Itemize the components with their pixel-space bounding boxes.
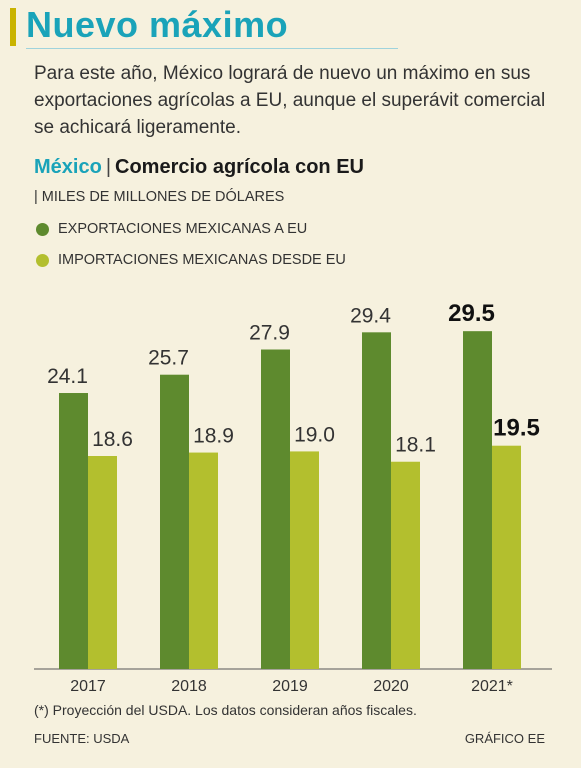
footnote: (*) Proyección del USDA. Los datos consi… (34, 702, 417, 718)
data-label-exports-2018: 25.7 (148, 347, 189, 370)
x-tick-label-2018: 2018 (171, 678, 207, 695)
data-label-imports-2021: 19.5 (493, 415, 540, 442)
x-tick-label-2017: 2017 (70, 678, 106, 695)
bar-exports-2018 (160, 374, 189, 669)
data-label-exports-2020: 29.4 (350, 304, 391, 327)
legend-swatch-exports (36, 222, 49, 236)
data-label-exports-2021: 29.5 (448, 300, 495, 327)
data-label-imports-2020: 18.1 (395, 434, 436, 457)
bar-exports-2019 (261, 349, 290, 669)
chart-heading-separator: | (105, 156, 112, 178)
page-title: Nuevo máximo (26, 4, 289, 45)
data-label-exports-2017: 24.1 (47, 365, 88, 388)
bar-exports-2020 (362, 332, 391, 669)
graphic-credit: GRÁFICO EE (464, 731, 545, 746)
legend-item-exports: EXPORTACIONES MEXICANAS A EU (36, 221, 307, 237)
x-tick-label-2019: 2019 (272, 678, 308, 695)
bar-imports-2021 (492, 445, 521, 669)
bar-imports-2019 (290, 451, 319, 669)
x-tick-label-2020: 2020 (373, 678, 409, 695)
title-rule (26, 48, 398, 49)
legend-item-imports: IMPORTACIONES MEXICANAS DESDE EU (36, 252, 346, 268)
data-label-exports-2019: 27.9 (249, 322, 290, 345)
chart-heading: México | Comercio agrícola con EU (34, 156, 364, 179)
chart-units: | MILES DE MILLONES DE DÓLARES (34, 189, 285, 205)
bar-imports-2017 (88, 456, 117, 669)
legend-swatch-imports (36, 253, 49, 267)
bar-exports-2021 (463, 331, 492, 669)
data-label-imports-2018: 18.9 (193, 425, 234, 448)
intro-text: Para este año, México logrará de nuevo u… (34, 63, 546, 138)
data-label-imports-2019: 19.0 (294, 423, 335, 446)
chart-title: Comercio agrícola con EU (115, 156, 364, 178)
legend-label-exports: EXPORTACIONES MEXICANAS A EU (58, 221, 308, 237)
legend-label-imports: IMPORTACIONES MEXICANAS DESDE EU (58, 252, 346, 268)
bar-imports-2018 (189, 452, 218, 669)
data-label-imports-2017: 18.6 (92, 428, 133, 451)
source-note: FUENTE: USDA (34, 731, 130, 746)
bar-exports-2017 (59, 393, 88, 669)
bar-imports-2020 (391, 461, 420, 669)
title-accent-bar (10, 8, 16, 46)
chart-country: México (34, 156, 102, 178)
x-tick-label-2021: 2021* (471, 678, 513, 695)
